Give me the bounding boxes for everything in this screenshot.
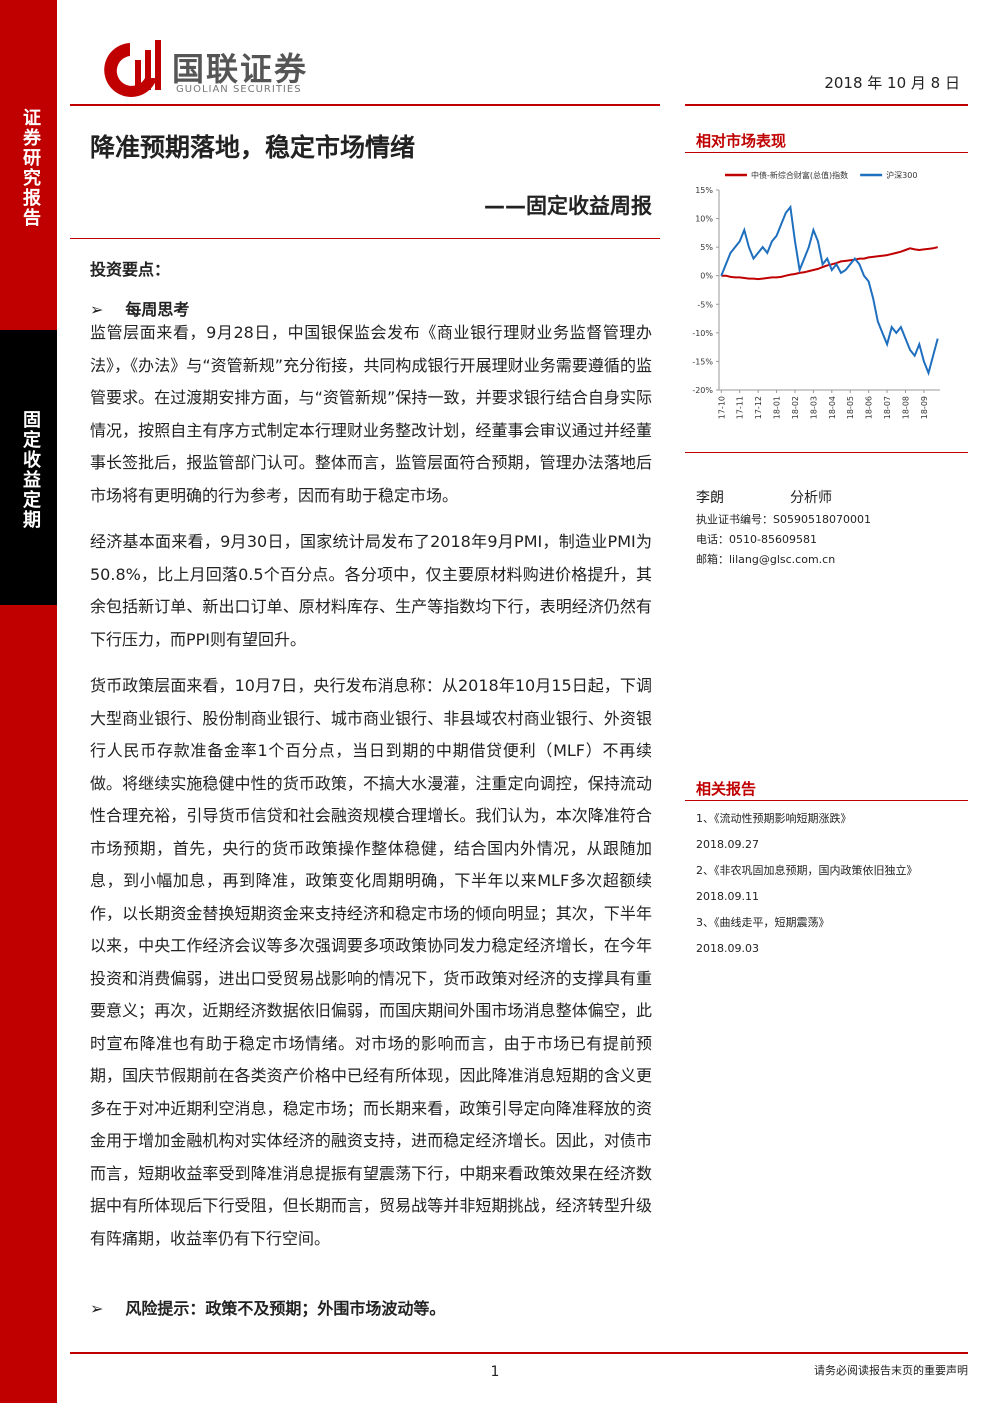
legend-label: 中债-新综合财富(总值)指数 xyxy=(751,170,848,180)
y-tick-label: 5% xyxy=(700,243,713,252)
body-text: 监管层面来看，9月28日，中国银保监会发布《商业银行理财业务监督管理办法》，《办… xyxy=(90,317,652,1269)
analyst-license: 执业证书编号：S0590518070001 xyxy=(696,513,871,526)
paragraph: 货币政策层面来看，10月7日，央行发布消息称：从2018年10月15日起，下调大… xyxy=(90,676,652,1248)
x-tick-label: 17-12 xyxy=(754,396,763,419)
related-date: 2018.09.03 xyxy=(696,942,759,955)
paragraph: 监管层面来看，9月28日，中国银保监会发布《商业银行理财业务监督管理办法》，《办… xyxy=(90,323,652,505)
related-date: 2018.09.11 xyxy=(696,890,759,903)
section-title: 每周思考 xyxy=(125,300,190,319)
x-tick-label: 18-08 xyxy=(901,396,910,419)
sidebar-text: 证券研究报告 xyxy=(20,108,41,228)
x-tick-label: 18-01 xyxy=(773,396,782,419)
risk-text: 风险提示：政策不及预期；外围市场波动等。 xyxy=(125,1299,446,1318)
y-tick-label: -10% xyxy=(692,329,713,338)
sidebar-bottom xyxy=(0,605,57,1403)
analyst-email: 邮箱：lilang@glsc.com.cn xyxy=(696,553,836,566)
sidebar-middle: 固定收益定期 xyxy=(0,330,57,605)
legend-label: 沪深300 xyxy=(886,170,917,180)
footer-rule xyxy=(70,1352,968,1354)
logo-cn: 国联证券 xyxy=(172,50,309,88)
chart: -20% -15% -10% -5% 0% 5% 10% 15% 17-10 17-11 17-12… xyxy=(692,170,940,419)
sidebar-text: 固定收益定期 xyxy=(20,410,41,530)
related-list: 1、《流动性预期影响短期涨跌》 2018.09.27 2、《非农巩固加息预期，国内政… xyxy=(696,806,966,962)
y-tick-label: -15% xyxy=(692,357,713,366)
related-title: 1、《流动性预期影响短期涨跌》 xyxy=(696,812,852,825)
series-line xyxy=(720,204,939,377)
x-tick-label: 17-11 xyxy=(736,396,745,419)
y-tick-label: -20% xyxy=(692,386,713,395)
header-rule xyxy=(685,104,968,106)
y-tick-label: 15% xyxy=(695,186,713,195)
y-tick-label: -5% xyxy=(697,300,713,309)
related-date: 2018.09.27 xyxy=(696,838,759,851)
page-number: 1 xyxy=(490,1364,500,1380)
logo-en: GUOLIAN SECURITIES xyxy=(176,84,302,95)
analyst-phone: 电话：0510-85609581 xyxy=(696,533,817,546)
header-rule xyxy=(70,104,660,106)
y-tick-label: 10% xyxy=(695,215,713,224)
title-rule xyxy=(70,238,660,239)
related-heading: 相关报告 xyxy=(696,780,757,798)
sidebar-top: 证券研究报告 xyxy=(0,0,57,330)
section-heading: ➢ 每周思考 xyxy=(90,300,190,319)
x-tick-label: 18-02 xyxy=(791,396,800,419)
subtitle: ——固定收益周报 xyxy=(484,194,652,218)
title: 降准预期落地，稳定市场情绪 xyxy=(90,133,416,162)
market-rule xyxy=(685,152,968,153)
x-tick-label: 18-06 xyxy=(865,396,874,419)
x-tick-label: 18-05 xyxy=(846,396,855,419)
risk: ➢ 风险提示：政策不及预期；外围市场波动等。 xyxy=(90,1299,446,1318)
paragraph: 经济基本面来看，9月30日，国家统计局发布了2018年9月PMI，制造业PMI为… xyxy=(90,532,652,649)
body-heading: 投资要点： xyxy=(90,260,171,279)
analyst-role: 分析师 xyxy=(790,490,832,506)
x-tick-label: 18-07 xyxy=(883,396,892,419)
date: 2018 年 10 月 8 日 xyxy=(824,74,960,92)
market-heading: 相对市场表现 xyxy=(696,132,787,150)
y-tick-label: 0% xyxy=(700,272,713,281)
x-tick-label: 17-10 xyxy=(717,396,726,419)
footer-notice: 请务必阅读报告末页的重要声明 xyxy=(814,1364,968,1377)
related-title: 2、《非农巩固加息预期，国内政策依旧独立》 xyxy=(696,864,918,877)
x-tick-label: 18-09 xyxy=(920,396,929,419)
chart-rule xyxy=(685,452,968,453)
related-title: 3、《曲线走平，短期震荡》 xyxy=(696,916,830,929)
x-tick-label: 18-03 xyxy=(809,396,818,419)
x-tick-label: 18-04 xyxy=(828,396,837,419)
analyst-name: 李朗 xyxy=(696,490,724,506)
logo-icon xyxy=(104,40,161,97)
related-rule xyxy=(685,800,968,801)
